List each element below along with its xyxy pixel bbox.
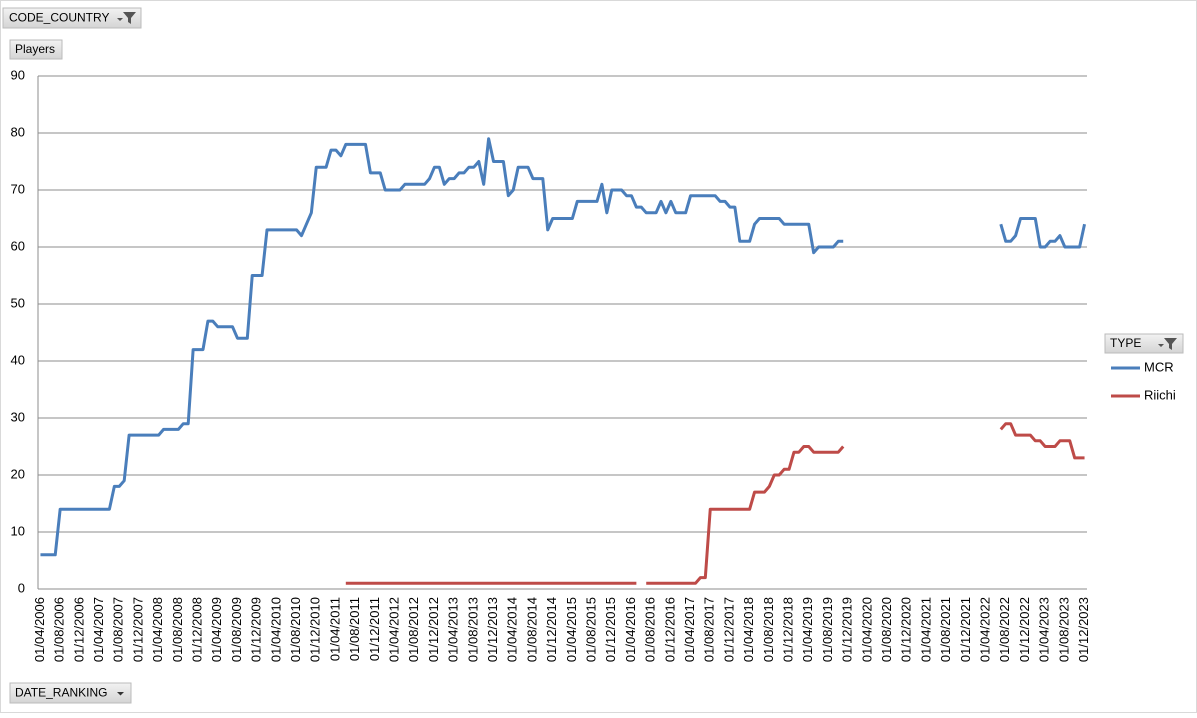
y-tick-label: 40 xyxy=(11,352,25,367)
x-tick-label: 01/12/2015 xyxy=(603,597,618,662)
x-tick-label: 01/04/2009 xyxy=(209,597,224,662)
x-tick-label: 01/12/2019 xyxy=(840,597,855,662)
x-tick-label: 01/08/2008 xyxy=(170,597,185,662)
x-tick-label: 01/12/2008 xyxy=(189,597,204,662)
line-series xyxy=(40,137,1087,557)
y-tick-label: 10 xyxy=(11,523,25,538)
legend-title-button[interactable]: TYPE xyxy=(1104,333,1184,354)
x-tick-label: 01/04/2021 xyxy=(918,597,933,662)
x-tick-label: 01/12/2023 xyxy=(1076,597,1091,662)
x-tick-label: 01/12/2021 xyxy=(958,597,973,662)
x-tick-label: 01/04/2019 xyxy=(800,597,815,662)
value-field-button[interactable]: Players xyxy=(9,39,63,60)
x-tick-label: 01/12/2012 xyxy=(426,597,441,662)
x-tick-label: 01/08/2009 xyxy=(229,597,244,662)
y-tick-label: 0 xyxy=(18,580,25,595)
x-tick-label: 01/04/2008 xyxy=(150,597,165,662)
x-tick-label: 01/08/2006 xyxy=(52,597,67,662)
x-tick-label: 01/12/2006 xyxy=(71,597,86,662)
x-tick-label: 01/12/2020 xyxy=(899,597,914,662)
x-tick-label: 01/08/2013 xyxy=(465,597,480,662)
x-tick-label: 01/04/2016 xyxy=(623,597,638,662)
x-tick-label: 01/12/2018 xyxy=(780,597,795,662)
x-tick-label: 01/08/2018 xyxy=(761,597,776,662)
x-tick-label: 01/04/2006 xyxy=(32,597,47,662)
x-tick-label: 01/04/2014 xyxy=(505,597,520,662)
x-tick-label: 01/04/2015 xyxy=(564,597,579,662)
axis-field-button[interactable]: DATE_RANKING xyxy=(9,682,132,704)
x-tick-label: 01/12/2013 xyxy=(485,597,500,662)
x-tick-label: 01/08/2014 xyxy=(524,597,539,662)
x-tick-label: 01/12/2017 xyxy=(721,597,736,662)
x-tick-label: 01/04/2010 xyxy=(268,597,283,662)
x-tick-label: 01/04/2018 xyxy=(741,597,756,662)
legend-title: TYPE xyxy=(1110,336,1141,350)
filter-field: CODE_COUNTRY xyxy=(9,11,109,25)
x-tick-label: 01/08/2016 xyxy=(643,597,658,662)
legend-label: MCR xyxy=(1144,359,1174,374)
value-field: Players xyxy=(15,42,55,56)
filter-button[interactable]: CODE_COUNTRY xyxy=(2,7,142,29)
x-tick-label: 01/08/2010 xyxy=(288,597,303,662)
x-tick-label: 01/04/2017 xyxy=(682,597,697,662)
x-tick-label: 01/08/2023 xyxy=(1056,597,1071,662)
x-tick-label: 01/08/2012 xyxy=(406,597,421,662)
x-tick-label: 01/08/2011 xyxy=(347,597,362,661)
y-tick-label: 80 xyxy=(11,124,25,139)
legend-label: Riichi xyxy=(1144,387,1176,402)
x-tick-label: 01/08/2019 xyxy=(820,597,835,662)
y-tick-label: 20 xyxy=(11,466,25,481)
x-tick-label: 01/04/2020 xyxy=(859,597,874,662)
x-tick-label: 01/12/2014 xyxy=(544,597,559,662)
x-tick-label: 01/08/2021 xyxy=(938,597,953,662)
line-series xyxy=(345,422,1085,585)
x-tick-label: 01/12/2007 xyxy=(130,597,145,662)
y-tick-label: 30 xyxy=(11,409,25,424)
x-tick-label: 01/08/2017 xyxy=(702,597,717,662)
x-tick-label: 01/04/2023 xyxy=(1037,597,1052,662)
y-tick-label: 70 xyxy=(11,181,25,196)
y-tick-label: 90 xyxy=(11,67,25,82)
x-tick-label: 01/12/2011 xyxy=(367,597,382,661)
axis-field: DATE_RANKING xyxy=(15,686,107,700)
x-tick-label: 01/12/2022 xyxy=(1017,597,1032,662)
y-tick-label: 60 xyxy=(11,238,25,253)
x-tick-label: 01/08/2020 xyxy=(879,597,894,662)
x-tick-label: 01/04/2007 xyxy=(91,597,106,662)
y-tick-label: 50 xyxy=(11,295,25,310)
x-tick-label: 01/12/2016 xyxy=(662,597,677,662)
x-tick-label: 01/04/2022 xyxy=(977,597,992,662)
x-tick-label: 01/04/2012 xyxy=(386,597,401,662)
x-tick-label: 01/08/2015 xyxy=(583,597,598,662)
x-tick-label: 01/08/2022 xyxy=(997,597,1012,662)
plot-area: 0 10 20 30 40 50 60 70 80 90 01/04/2006 01/08/2006 0… xyxy=(11,67,1176,662)
x-tick-label: 01/12/2010 xyxy=(308,597,323,662)
x-tick-label: 01/12/2009 xyxy=(249,597,264,662)
x-tick-label: 01/04/2013 xyxy=(446,597,461,662)
x-tick-label: 01/08/2007 xyxy=(111,597,126,662)
x-tick-label: 01/04/2011 xyxy=(327,597,342,661)
